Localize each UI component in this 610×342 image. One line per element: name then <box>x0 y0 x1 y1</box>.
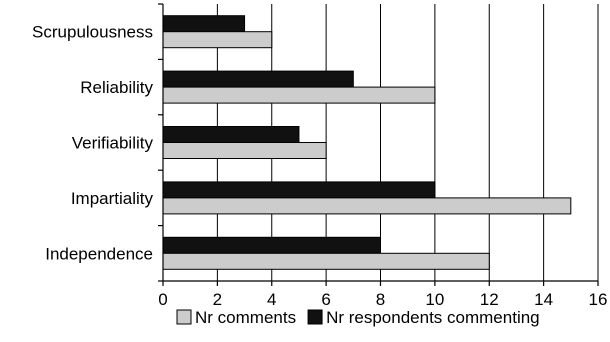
x-tick-label: 12 <box>480 290 499 309</box>
legend-swatch <box>307 309 323 325</box>
category-label: Reliability <box>80 78 153 97</box>
bar-respondents <box>162 70 354 88</box>
bar-respondents <box>162 126 300 143</box>
legend-label: Nr comments <box>195 308 296 327</box>
legend-label: Nr respondents commenting <box>326 308 540 327</box>
bar-comments <box>162 142 327 159</box>
x-tick-label: 4 <box>267 290 276 309</box>
bar-comments <box>162 252 490 270</box>
x-tick-label: 8 <box>376 290 385 309</box>
axis-layer <box>158 3 599 286</box>
bar-respondents <box>162 181 436 199</box>
x-tick-label: 6 <box>321 290 330 309</box>
x-tick-label: 10 <box>425 290 444 309</box>
legend-swatch <box>176 309 192 325</box>
legend: Nr comments Nr respondents commenting <box>176 308 540 327</box>
bar-respondents <box>162 236 381 254</box>
bars-layer <box>162 15 572 270</box>
labels-layer: 0 2 4 6 8 10 12 14 16 Scrupulousness Reliability Ve… <box>32 23 607 309</box>
bar-comments <box>162 197 572 215</box>
category-label: Verifiability <box>72 134 154 153</box>
x-tick-label: 2 <box>213 290 222 309</box>
x-tick-label: 16 <box>589 290 608 309</box>
bar-comments <box>162 31 273 49</box>
category-label: Scrupulousness <box>32 23 153 42</box>
bar-comments <box>162 86 436 104</box>
x-tick-label: 14 <box>534 290 553 309</box>
category-label: Impartiality <box>71 189 154 208</box>
category-label: Independence <box>45 244 153 263</box>
x-tick-label: 0 <box>158 290 167 309</box>
bar-respondents <box>162 15 246 33</box>
